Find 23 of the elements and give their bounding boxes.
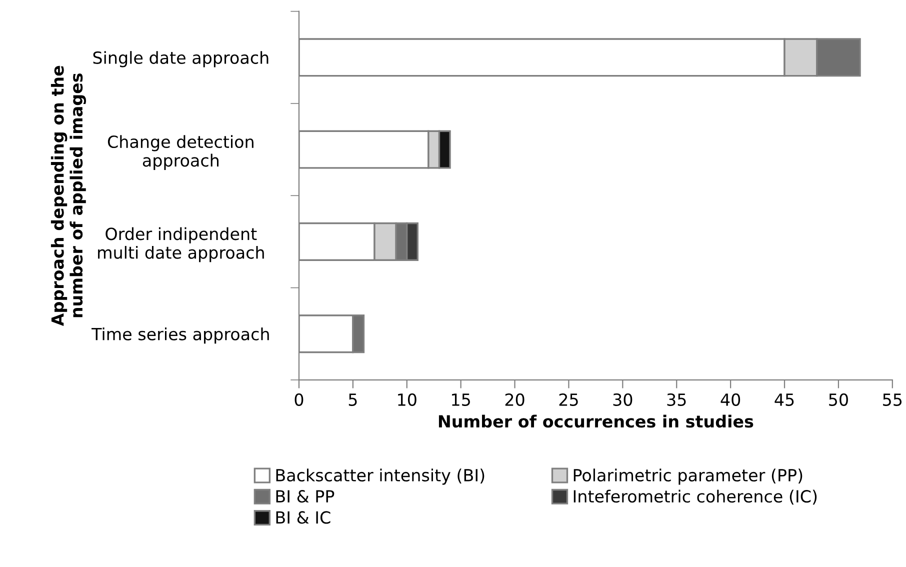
legend-label: Backscatter intensity (BI) — [276, 468, 484, 485]
y-axis-title: Approach depending on the number of applied images — [50, 66, 86, 326]
y-tick-label: Time series approach — [92, 327, 269, 344]
y-tick-label: Change detection approach — [108, 135, 254, 170]
x-axis-title: Number of occurrences in studies — [438, 414, 754, 428]
x-tick-label: 40 — [720, 393, 740, 406]
y-tick-label: Single date approach — [93, 51, 268, 68]
legend-label: BI & IC — [276, 511, 330, 524]
legend-label: Polarimetric parameter (PP) — [574, 468, 802, 485]
x-tick-label: 25 — [559, 393, 578, 406]
y-tick-label: Order indipendent multi date approach — [98, 227, 264, 262]
x-tick-label: 30 — [613, 393, 632, 406]
x-tick-label: 0 — [294, 393, 304, 406]
legend-label: Inteferometric coherence (IC) — [574, 490, 817, 505]
x-tick-label: 20 — [505, 393, 524, 406]
x-tick-label: 15 — [452, 394, 470, 406]
x-tick-label: 55 — [883, 394, 902, 406]
x-tick-label: 10 — [398, 393, 416, 406]
x-tick-label: 50 — [829, 393, 848, 406]
x-tick-label: 45 — [774, 394, 794, 406]
x-tick-label: 35 — [667, 393, 686, 406]
x-tick-label: 5 — [348, 394, 357, 406]
legend-label: BI & PP — [276, 490, 334, 503]
